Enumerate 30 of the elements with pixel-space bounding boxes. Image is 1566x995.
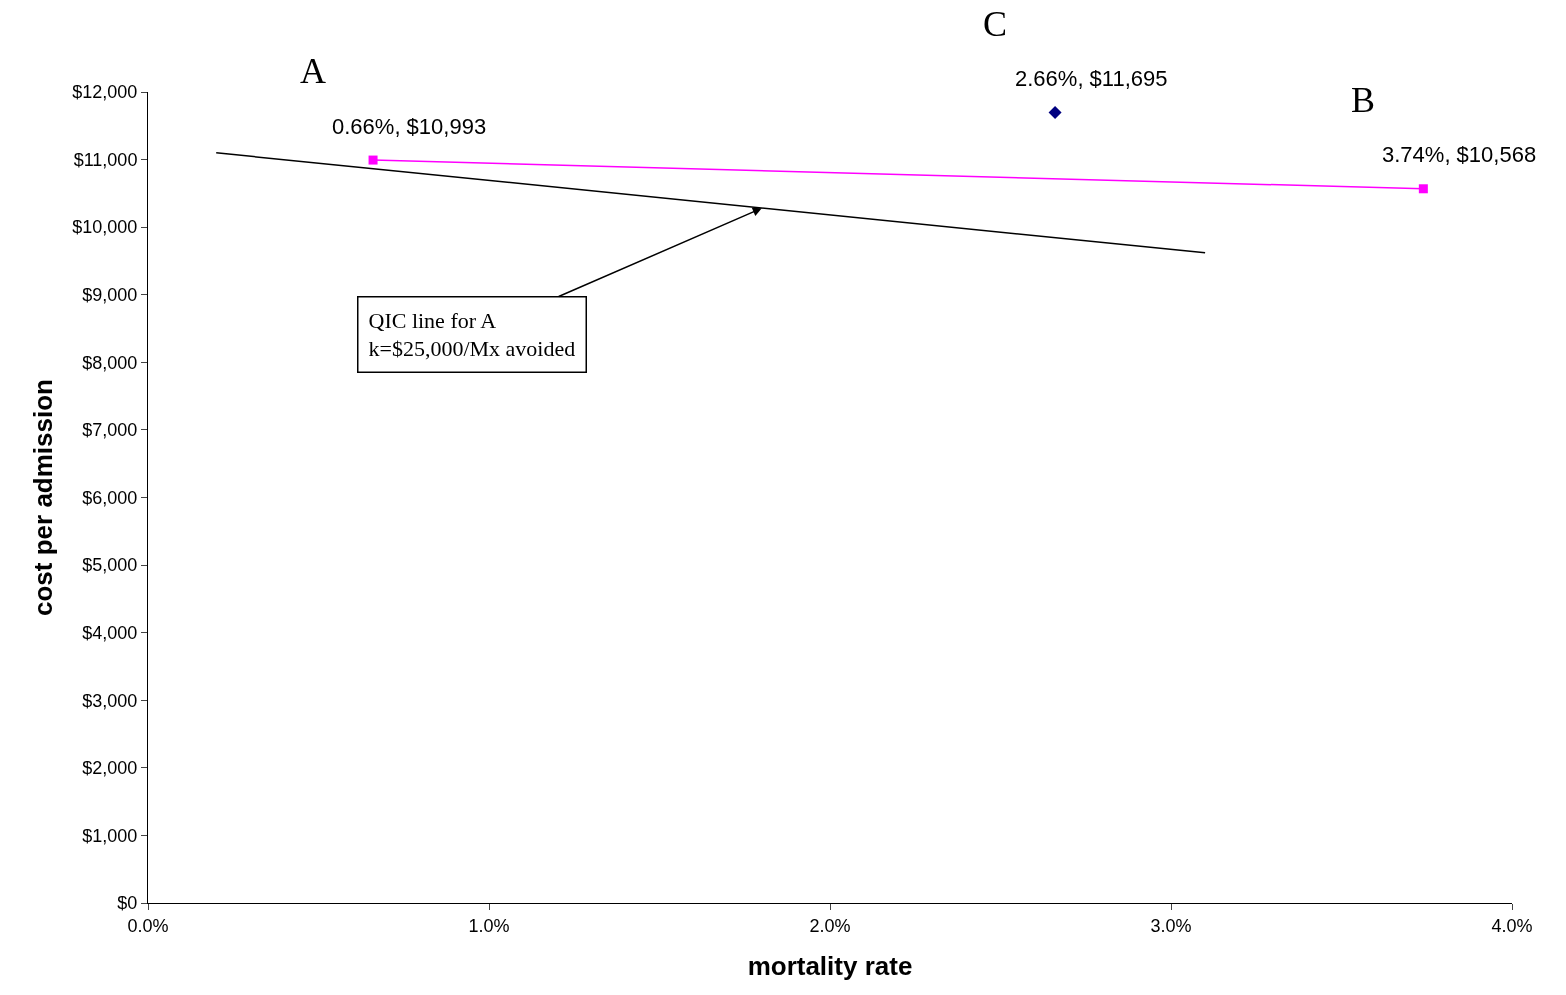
y-tick-label: $0: [117, 893, 138, 914]
x-tick-label: 3.0%: [1150, 915, 1192, 936]
y-tick-label: $3,000: [82, 690, 138, 711]
y-tick-label: $8,000: [82, 352, 138, 373]
y-tick-label: $5,000: [82, 555, 138, 576]
x-axis-title: mortality rate: [747, 951, 913, 982]
x-tick-label: 4.0%: [1491, 915, 1533, 936]
y-tick-label: $4,000: [82, 622, 138, 643]
annotation: B: [1351, 80, 1376, 120]
y-tick-label: $11,000: [73, 149, 138, 170]
y-tick-label: $9,000: [82, 285, 138, 306]
y-tick-label: $1,000: [82, 825, 138, 846]
point: [1418, 184, 1428, 194]
x-tick-label: 2.0%: [809, 915, 851, 936]
annotation: A: [300, 51, 326, 91]
y-axis-title: cost per admission: [27, 379, 58, 616]
point: [1048, 106, 1062, 120]
data-label: 2.66%, $11,695: [1015, 66, 1168, 91]
y-tick-label: $6,000: [82, 487, 138, 508]
y-tick-label: $12,000: [72, 82, 138, 103]
x-tick-label: 0.0%: [127, 915, 169, 936]
y-tick-label: $10,000: [72, 217, 138, 238]
data-label: 3.74%, $10,568: [1382, 142, 1537, 167]
point: [368, 155, 378, 165]
data-label: 0.66%, $10,993: [332, 114, 487, 139]
annotation: QIC line for A k=$25,000/Mx avoided: [368, 307, 576, 362]
x-tick-label: 1.0%: [468, 915, 510, 936]
y-tick-label: $2,000: [82, 758, 138, 779]
y-tick-label: $7,000: [82, 420, 138, 441]
annotation: C: [983, 4, 1008, 44]
